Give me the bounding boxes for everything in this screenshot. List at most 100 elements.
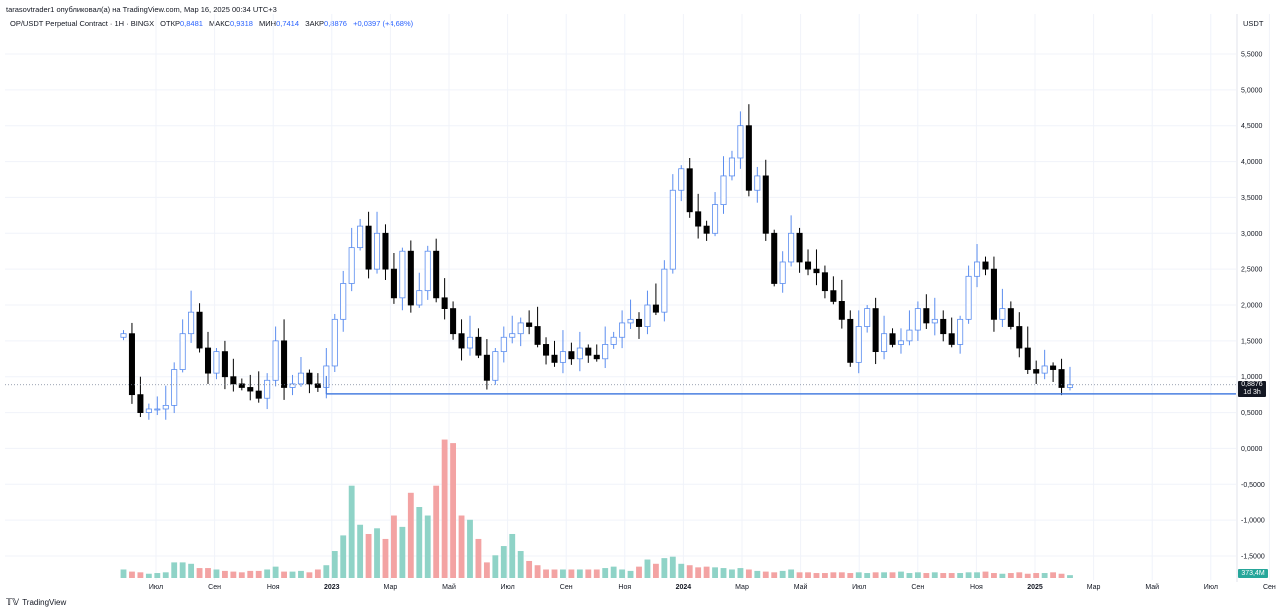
volume-bar [306,572,313,578]
volume-bar [500,546,507,578]
candle-body [365,225,372,270]
volume-bar [162,572,169,578]
price-axis[interactable]: 5,5000 5,0000 4,5000 4,0000 3,5000 3,0000 2,50… [1241,52,1265,561]
candle-body [821,272,828,292]
candle-body [340,283,347,320]
candle-body [466,336,474,349]
candle-body [204,347,212,374]
candle-body [627,318,634,324]
candle-body [416,290,423,306]
currency-label[interactable]: USDT [1243,19,1264,28]
brand-footer[interactable]: 𝕋𝕍 TradingView [6,597,66,608]
volume-bar [847,573,854,578]
candle-body [805,261,812,270]
volume-bar [796,572,803,578]
volume-bar [720,568,727,578]
candle-body [568,351,575,360]
candle-body [331,318,338,367]
volume-bar [602,568,609,578]
volume-bar [982,571,989,578]
candle-body [509,333,516,338]
candle-body [450,308,457,335]
volume-bar [712,567,718,578]
candle-body [1050,365,1057,370]
candle-body [137,394,144,413]
candle-body [585,347,592,356]
high-label: МАКС [209,19,230,28]
volume-bar [407,492,414,578]
x-tick-label: Сен [208,584,221,591]
time-axis[interactable]: Июл Сен Ноя 2023 Мар Май Июл Сен Ноя 2024 Мар Май Ию… [149,583,1276,591]
candle-body [652,304,659,313]
candle-body [990,268,997,320]
candle-body [128,333,135,396]
volume-bar [137,572,144,578]
volume-bar [1050,572,1057,578]
grid-lines [5,14,1270,582]
candle-body [635,318,643,327]
volume-bar [196,568,203,578]
candle-body [458,333,465,349]
candle-body [306,372,313,385]
candle-body [1007,308,1014,327]
volume-bar [247,570,254,578]
candle-body [695,211,702,227]
volume-bar [813,573,820,578]
volume-bar [458,515,465,578]
candle-body [965,275,972,320]
candle-body [889,333,896,345]
candle-body [399,250,406,299]
candle-body [230,376,237,385]
volume-bar [188,563,195,578]
volume-bar [678,563,685,578]
y-tick-label: -0,5000 [1241,482,1265,489]
volume-bar [154,573,161,578]
volume-bar [1016,572,1023,578]
candle-body [289,383,296,388]
low-label: МИН [259,19,277,28]
volume-bar [754,570,761,578]
symbol-title[interactable]: OP/USDT Perpetual Contract · 1Н · BINGX [10,19,155,28]
candle-body [145,408,152,413]
candle-body [661,268,668,313]
last-price-value: 0,8876 [1241,381,1263,388]
volume-bar [517,551,524,578]
volume-bar [382,538,389,578]
x-tick-label: 2025 [1027,584,1043,591]
volume-bar [965,572,972,578]
candle-body [297,372,304,385]
volume-bar [129,571,135,578]
volume-bar [652,563,659,578]
candle-body [264,379,271,399]
volume-bar [450,443,457,578]
brand-name: TradingView [22,598,67,607]
candle-body [551,354,558,363]
volume-bar [568,569,575,578]
volume-bar [205,568,211,578]
candle-body [678,168,685,191]
volume-bar [999,573,1006,578]
volume-bar [483,562,490,578]
open-value: 0,8481 [179,19,203,28]
candle-body [171,369,178,406]
candle-body [196,311,203,349]
volume-bar [974,572,980,578]
candle-body [737,125,744,159]
volume-bar [931,572,938,578]
volume-bar [348,485,355,578]
volume-bar [1041,573,1048,578]
volume-bar [475,538,482,578]
candle-body [1058,369,1065,388]
candle-body [940,318,947,335]
candle-body [957,318,964,345]
close-value: 0,8876 [324,19,347,28]
volume-bar [991,573,997,578]
volume-bar [357,524,364,578]
y-tick-label: 5,5000 [1241,52,1263,59]
volume-bar [872,572,879,578]
volume-bar [636,566,642,578]
candle-body [999,308,1006,320]
candle-body [872,308,879,353]
symbol-legend: OP/USDT Perpetual Contract · 1Н · BINGX … [10,19,413,28]
